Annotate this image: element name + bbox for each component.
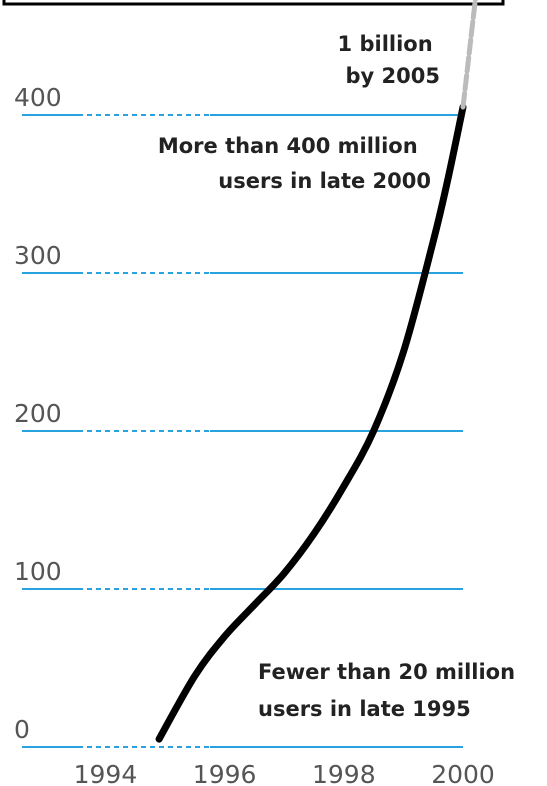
y-axis-ticks: 0 100 200 300 400 bbox=[14, 83, 62, 744]
annotation-line: users in late 1995 bbox=[258, 697, 471, 721]
x-tick-label: 2000 bbox=[431, 760, 495, 786]
annotation-line: users in late 2000 bbox=[218, 169, 431, 193]
annotation-line: Fewer than 20 million bbox=[258, 660, 515, 684]
series-layer bbox=[155, 0, 478, 743]
annotation-line: More than 400 million bbox=[158, 134, 418, 158]
annotation-line: by 2005 bbox=[346, 64, 440, 88]
users-line bbox=[155, 103, 467, 743]
annotation-400-million: More than 400 million users in late 2000 bbox=[158, 134, 431, 193]
x-axis-ticks: 1994 1996 1998 2000 bbox=[74, 760, 495, 786]
x-tick-label: 1998 bbox=[312, 760, 376, 786]
x-tick-label: 1996 bbox=[193, 760, 257, 786]
y-tick-label: 200 bbox=[14, 399, 62, 428]
y-tick-label: 400 bbox=[14, 83, 62, 112]
y-tick-label: 300 bbox=[14, 241, 62, 270]
grid-lines bbox=[22, 114, 463, 748]
annotation-20-million: Fewer than 20 million users in late 1995 bbox=[258, 660, 522, 721]
x-tick-label: 1994 bbox=[74, 760, 138, 786]
annotation-1-billion: 1 billion by 2005 bbox=[338, 32, 440, 88]
top-frame-border bbox=[2, 0, 505, 6]
y-tick-label: 100 bbox=[14, 557, 62, 586]
projection-line bbox=[460, 0, 478, 110]
y-tick-label: 0 bbox=[14, 715, 30, 744]
annotation-line: 1 billion bbox=[338, 32, 433, 56]
